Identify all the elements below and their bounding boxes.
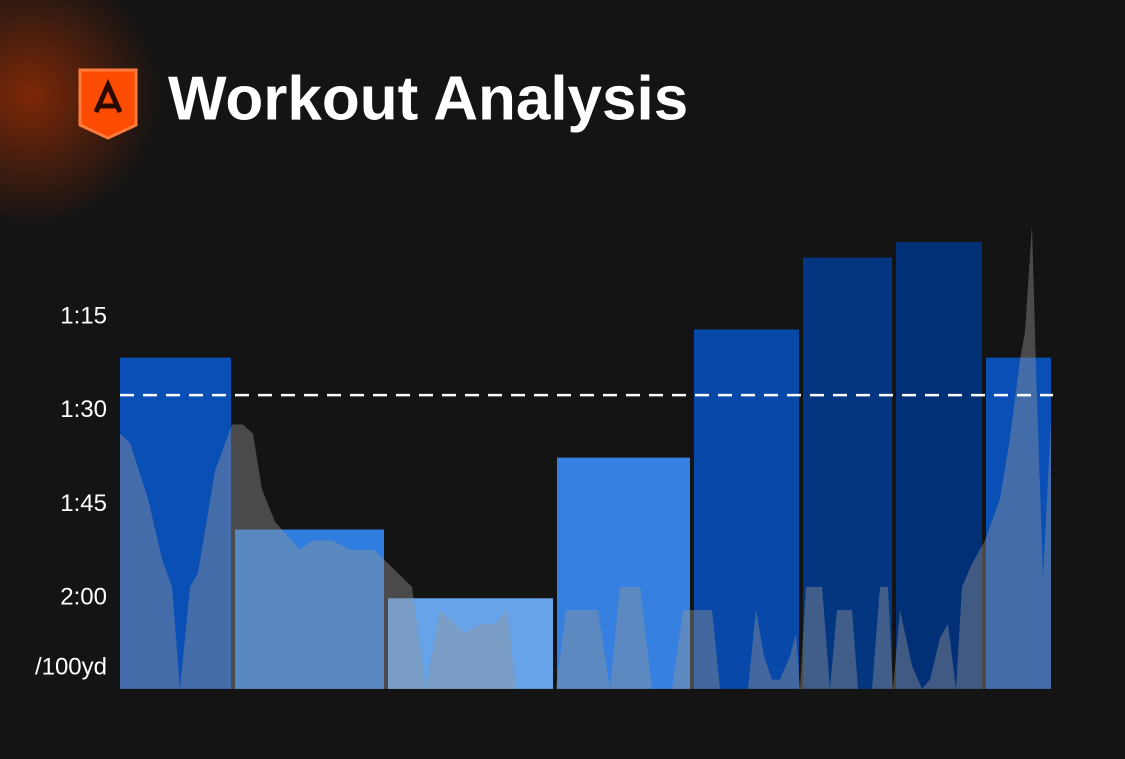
bar (120, 357, 231, 689)
bar (803, 257, 892, 689)
bar (986, 357, 1051, 689)
y-unit: /100yd (35, 653, 107, 680)
bar (896, 242, 982, 689)
logo (78, 68, 138, 140)
bar (388, 598, 553, 689)
chart-title: Workout Analysis (168, 64, 688, 133)
y-tick-label: 1:30 (60, 396, 107, 423)
bar (694, 329, 799, 689)
y-tick-label: 2:00 (60, 584, 107, 611)
y-tick-label: 1:45 (60, 490, 107, 517)
overlay-area (120, 225, 1051, 689)
y-tick-label: 1:15 (60, 302, 107, 329)
bar (235, 529, 384, 689)
bar (557, 457, 690, 689)
